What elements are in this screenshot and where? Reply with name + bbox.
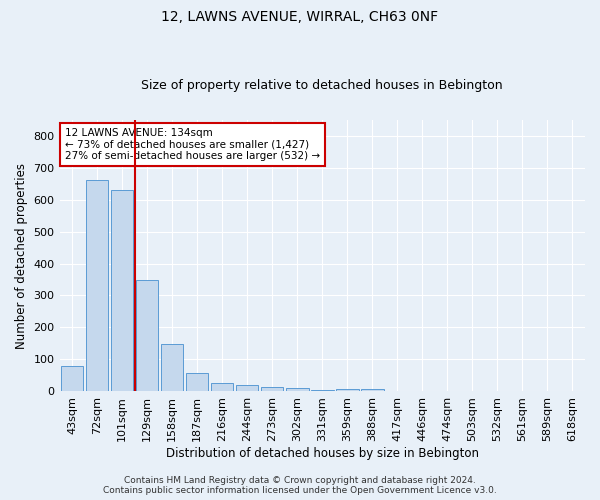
Bar — [211, 384, 233, 392]
Bar — [111, 190, 133, 392]
Text: 12, LAWNS AVENUE, WIRRAL, CH63 0NF: 12, LAWNS AVENUE, WIRRAL, CH63 0NF — [161, 10, 439, 24]
Bar — [336, 389, 359, 392]
Bar — [136, 280, 158, 392]
Bar — [86, 180, 109, 392]
Text: Contains HM Land Registry data © Crown copyright and database right 2024.
Contai: Contains HM Land Registry data © Crown c… — [103, 476, 497, 495]
Title: Size of property relative to detached houses in Bebington: Size of property relative to detached ho… — [142, 79, 503, 92]
Bar — [61, 366, 83, 392]
Bar — [286, 388, 308, 392]
Bar — [186, 373, 208, 392]
Y-axis label: Number of detached properties: Number of detached properties — [15, 162, 28, 348]
Bar — [311, 390, 334, 392]
Text: 12 LAWNS AVENUE: 134sqm
← 73% of detached houses are smaller (1,427)
27% of semi: 12 LAWNS AVENUE: 134sqm ← 73% of detache… — [65, 128, 320, 161]
Bar — [361, 389, 383, 392]
Bar — [261, 386, 283, 392]
Bar — [236, 385, 259, 392]
X-axis label: Distribution of detached houses by size in Bebington: Distribution of detached houses by size … — [166, 447, 479, 460]
Bar — [161, 344, 184, 392]
